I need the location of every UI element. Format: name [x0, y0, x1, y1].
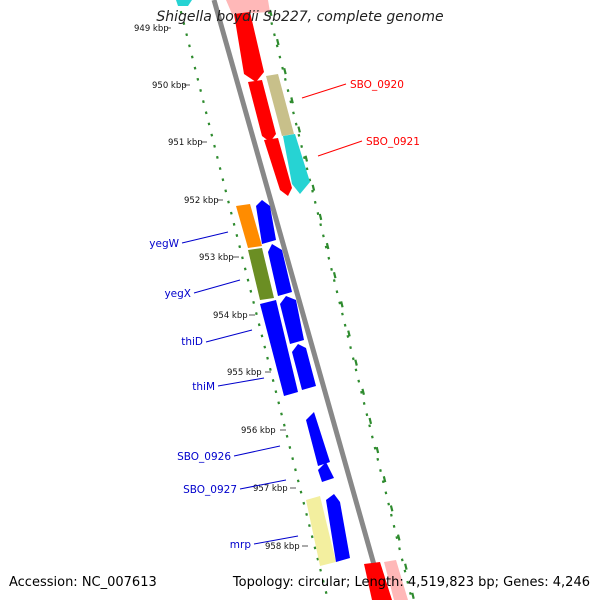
label-yegx: yegX [164, 288, 191, 300]
genome-title: Shigella boydii Sb227, complete genome [156, 9, 444, 25]
gene-sbo0926 [306, 412, 330, 466]
tick-label-952: 952 kbp [184, 196, 219, 206]
gene-cds-red-3 [264, 138, 292, 196]
tick-label-951: 951 kbp [168, 138, 203, 148]
label-sbo0920: SBO_0920 [350, 79, 404, 91]
gene-partial-red-bottom [364, 562, 392, 600]
gene-thid-thim [260, 300, 298, 396]
gene-cds-blue-3 [280, 296, 304, 344]
tick-label-958: 958 kbp [265, 542, 300, 552]
gene-cds-blue-1 [256, 200, 276, 244]
gene-partial-cyan-top [176, 0, 192, 6]
genome-backbone [211, 0, 387, 600]
gene-cds-blue-mrp [326, 494, 350, 562]
gene-partial-pink-bottom [384, 560, 408, 600]
label-leaders [181, 83, 363, 545]
gc-track-right-marks [268, 9, 416, 600]
label-sbo0927: SBO_0927 [183, 484, 237, 496]
tick-marks [167, 27, 308, 547]
tick-label-956: 956 kbp [241, 426, 276, 436]
label-thid: thiD [181, 336, 203, 348]
label-sbo0926: SBO_0926 [177, 451, 231, 463]
gene-cds-blue-2 [268, 244, 292, 296]
label-yegw: yegW [149, 238, 179, 250]
gene-cds-red-1 [234, 12, 264, 82]
label-sbo0921: SBO_0921 [366, 136, 420, 148]
tick-label-954: 954 kbp [213, 311, 248, 321]
tick-label-957: 957 kbp [253, 484, 288, 494]
tick-label-953: 953 kbp [199, 253, 234, 263]
genome-summary-text: Topology: circular; Length: 4,519,823 bp… [232, 575, 590, 590]
tick-label-955: 955 kbp [227, 368, 262, 378]
gene-cds-red-2 [248, 80, 276, 142]
tick-label-950: 950 kbp [152, 81, 187, 91]
gene-yegw [236, 204, 262, 248]
label-thim: thiM [192, 381, 215, 393]
tick-label-949: 949 kbp [134, 24, 169, 34]
gene-mrp [306, 496, 336, 566]
gene-sbo0920 [266, 74, 294, 136]
label-mrp: mrp [230, 539, 252, 551]
gene-cds-blue-4 [292, 344, 316, 390]
accession-text: Accession: NC_007613 [9, 575, 157, 590]
gene-yegx [248, 248, 274, 300]
gene-sbo0921 [283, 134, 310, 194]
gene-sbo0927 [318, 462, 334, 482]
genome-band [188, 0, 430, 600]
gene-partial-pink-top [226, 0, 270, 14]
